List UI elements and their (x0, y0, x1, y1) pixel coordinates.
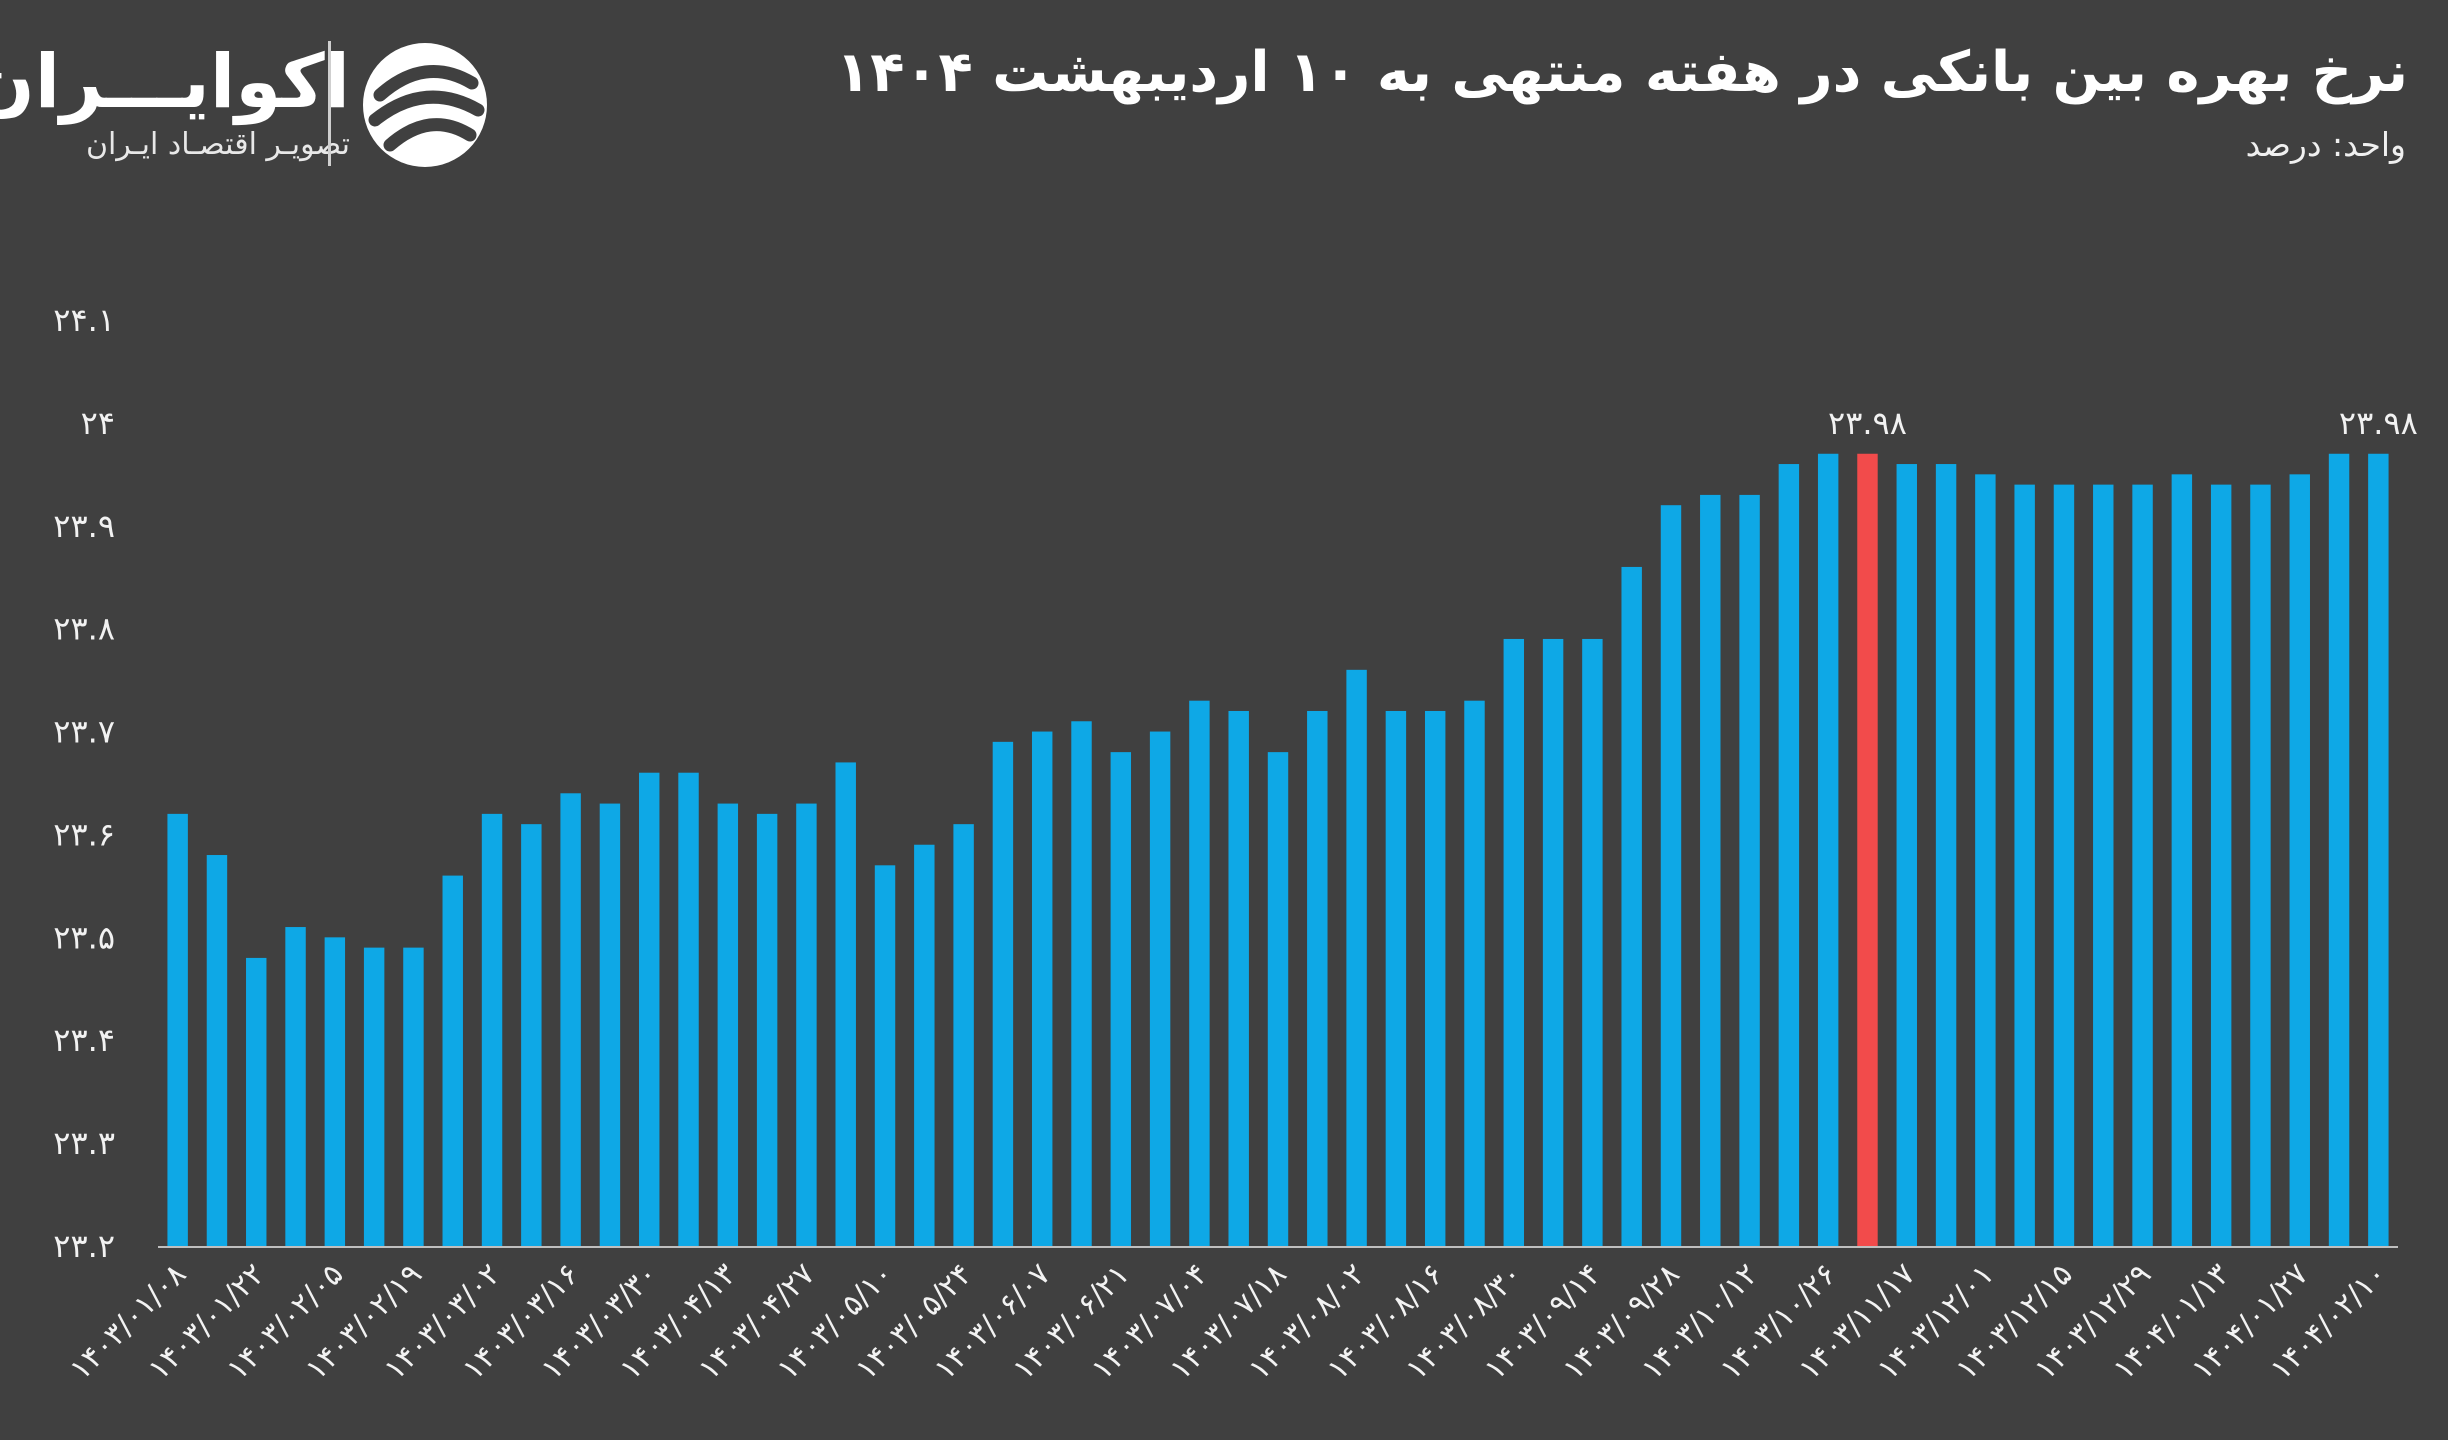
bar (167, 813, 188, 1246)
bar (2093, 484, 2114, 1247)
bar (442, 875, 463, 1246)
bar (953, 824, 974, 1246)
bar (1464, 700, 1485, 1246)
bar (1503, 638, 1525, 1246)
y-tick-label: ۲۳.۸ (53, 610, 115, 648)
y-tick-label: ۲۳.۹ (53, 507, 115, 545)
logo-name: اکوایـــران (0, 39, 350, 125)
data-label: ۲۳.۹۸ (1828, 404, 1907, 442)
bar (874, 865, 896, 1246)
bar (403, 947, 424, 1246)
logo-tagline: تصویـر اقتصـاد ایـران (85, 127, 350, 162)
bar (2053, 484, 2075, 1247)
bar (1582, 638, 1603, 1246)
bar-highlight (1857, 453, 1878, 1246)
bar (2014, 484, 2035, 1247)
bar (363, 947, 385, 1246)
bar (1660, 505, 1682, 1246)
bar (1621, 566, 1642, 1246)
bar (796, 803, 817, 1246)
y-tick-label: ۲۳.۳ (53, 1124, 115, 1162)
brand-logo[interactable]: اکوایـــران تصویـر اقتصـاد ایـران (0, 35, 500, 175)
bar (2328, 453, 2350, 1246)
bar (599, 803, 621, 1246)
bar (1975, 474, 1996, 1246)
bar (2368, 453, 2389, 1246)
bar (835, 762, 856, 1246)
bar (1031, 731, 1053, 1246)
bar (1542, 638, 1564, 1246)
bar (1267, 752, 1289, 1246)
y-tick-label: ۲۴ (81, 404, 115, 442)
bars (167, 453, 2389, 1247)
bar (2250, 484, 2271, 1247)
bar (1896, 464, 1917, 1246)
bar (521, 824, 542, 1246)
logo-divider (328, 41, 331, 166)
y-tick-label: ۲۳.۵ (53, 918, 115, 956)
unit-label: واحد: درصد (2245, 125, 2406, 164)
bar (1739, 494, 1760, 1246)
bar (2132, 484, 2153, 1247)
bar (285, 927, 306, 1246)
bar (1385, 710, 1407, 1246)
bar (678, 772, 699, 1246)
bar (914, 844, 935, 1246)
bar (1149, 731, 1171, 1246)
bar (2210, 484, 2232, 1247)
bar (756, 813, 778, 1246)
y-tick-label: ۲۳.۴ (53, 1021, 115, 1059)
bar (206, 855, 228, 1246)
bar (1228, 710, 1249, 1246)
y-tick-label: ۲۴.۱ (53, 301, 115, 339)
bar (992, 741, 1014, 1246)
bar (2171, 474, 2193, 1246)
bar (1189, 700, 1210, 1246)
bar (1071, 721, 1092, 1246)
y-tick-label: ۲۳.۷ (53, 713, 115, 751)
bar (481, 813, 503, 1246)
bar (1935, 464, 1957, 1246)
bar (246, 957, 267, 1246)
bar (639, 772, 660, 1246)
data-label: ۲۳.۹۸ (2339, 404, 2418, 442)
bar (2289, 474, 2310, 1246)
bar (1307, 710, 1328, 1246)
bar (1346, 669, 1367, 1246)
bar (1424, 710, 1446, 1246)
y-tick-label: ۲۳.۶ (53, 815, 115, 853)
bar (560, 793, 581, 1246)
y-tick-label: ۲۳.۲ (53, 1227, 115, 1265)
ecoiran-swirl-icon (363, 43, 487, 167)
chart-title: نرخ بهره بین بانکی در هفته منتهی به ۱۰ ا… (836, 40, 2408, 105)
bar (1110, 752, 1132, 1246)
x-axis-ticks: ۱۴۰۳/۰۱/۰۸۱۴۰۳/۰۱/۲۲۱۴۰۳/۰۲/۰۵۱۴۰۳/۰۲/۱۹… (63, 1257, 2394, 1387)
bar (324, 937, 346, 1246)
bar (1700, 494, 1721, 1246)
y-axis-ticks: ۲۳.۲ ۲۳.۳ ۲۳.۴ ۲۳.۵ ۲۳.۶ ۲۳.۷ ۲۳.۸ ۲۳.۹ ۲۴ ۲۴.۱ (53, 301, 115, 1265)
bar (1778, 464, 1800, 1246)
bar (1817, 453, 1839, 1246)
data-labels: ۲۳.۹۸ ۲۳.۹۸ (1828, 404, 2418, 442)
bar (717, 803, 739, 1246)
